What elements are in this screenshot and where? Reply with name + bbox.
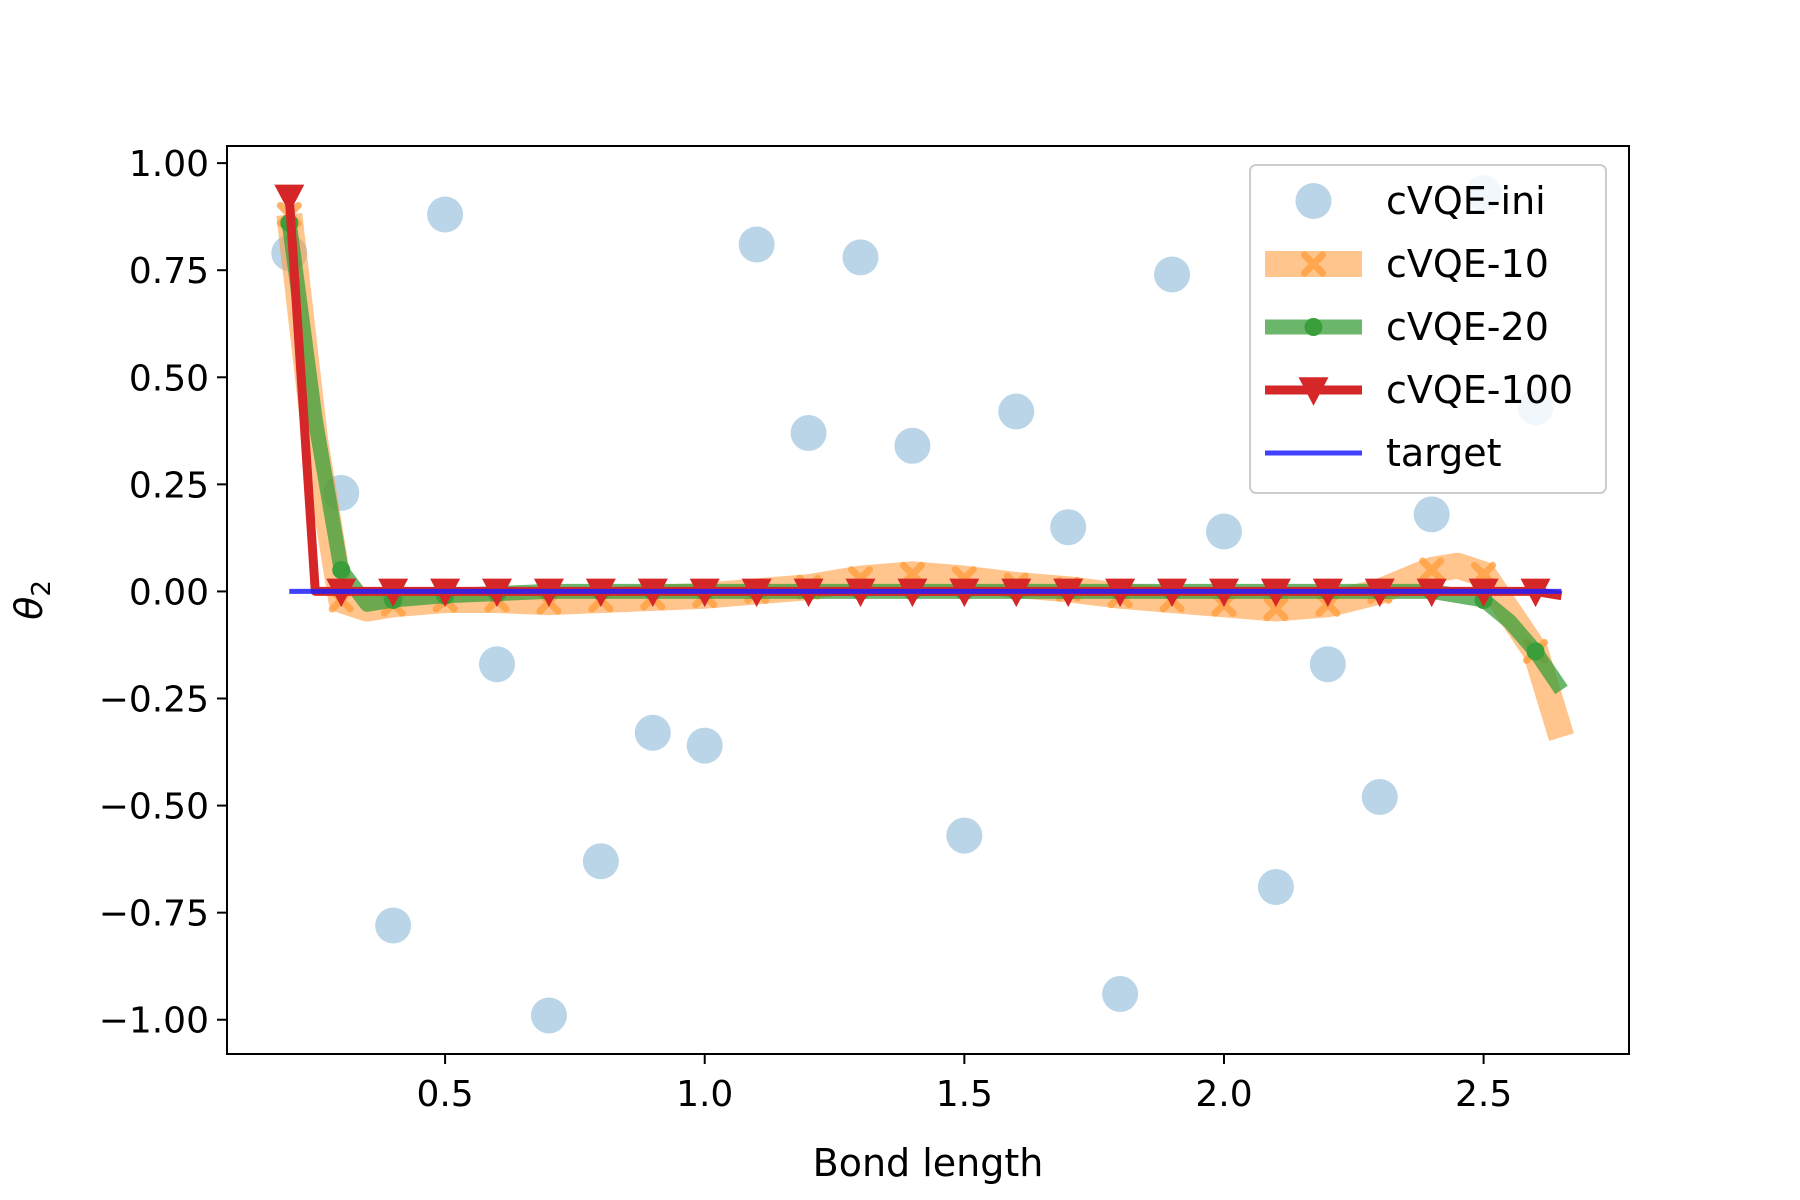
cvqe-ini-point [375, 907, 412, 944]
cvqe-ini-point [946, 817, 983, 854]
cvqe-ini-point [790, 414, 827, 451]
y-tick-label: −0.75 [99, 894, 209, 935]
cvqe-ini-point [842, 239, 879, 276]
cvqe-ini-point [582, 843, 619, 880]
cvqe-ini-point [738, 226, 775, 263]
cvqe-ini-point [1205, 513, 1242, 550]
x-tick-label: 1.0 [676, 1074, 733, 1115]
x-tick-label: 1.5 [936, 1074, 993, 1115]
cvqe-ini-point [634, 714, 671, 751]
y-tick-label: 0.75 [129, 251, 209, 292]
cvqe-ini-point [427, 196, 464, 233]
y-tick-label: 0.25 [129, 465, 209, 506]
cvqe-ini-point [1154, 256, 1191, 293]
cvqe-100-marker [274, 184, 305, 214]
y-tick-label: −0.50 [99, 787, 209, 828]
cvqe-ini-point [530, 997, 567, 1034]
legend-label-cvqe-ini: cVQE-ini [1386, 179, 1546, 223]
legend-label-cvqe-20: cVQE-20 [1386, 305, 1549, 349]
cvqe-10-marker [1263, 596, 1289, 622]
y-tick-label: 0.00 [129, 572, 209, 613]
legend: cVQE-ini cVQE-10 cVQE-20 cVQE-100 target [1249, 164, 1607, 494]
x-tick-label: 2.5 [1455, 1074, 1512, 1115]
axes-layer: 0.5 1.0 1.5 2.0 2.5 1.00 0.75 0.50 0.25 0.00 −0.25… [99, 144, 1513, 1115]
legend-label-cvqe-100: cVQE-100 [1386, 368, 1573, 412]
cvqe-ini-point [1102, 976, 1139, 1013]
legend-item-cvqe-10: cVQE-10 [1265, 242, 1549, 286]
x-tick-label: 2.0 [1195, 1074, 1252, 1115]
legend-label-target: target [1386, 431, 1502, 475]
y-axis-label-subscript: 2 [27, 580, 57, 597]
y-axis-label: θ2 [7, 580, 57, 620]
cvqe-ini-point [1309, 646, 1346, 683]
legend-label-cvqe-10: cVQE-10 [1386, 242, 1549, 286]
legend-item-target: target [1265, 431, 1502, 475]
legend-marker-cvqe-100 [1298, 377, 1329, 406]
legend-item-cvqe-ini: cVQE-ini [1295, 179, 1546, 223]
x-tick-label: 0.5 [416, 1074, 473, 1115]
plot-frame [226, 145, 1630, 1055]
cvqe-ini-point [998, 393, 1035, 430]
x-axis-label: Bond length [813, 1141, 1044, 1185]
legend-item-cvqe-100: cVQE-100 [1265, 368, 1573, 412]
cvqe-20-marker [332, 561, 351, 580]
cvqe-10-marker [1419, 557, 1445, 583]
y-tick-label: −1.00 [99, 1001, 209, 1042]
y-tick-label: 1.00 [129, 144, 209, 185]
cvqe-ini-point [894, 427, 931, 464]
legend-item-cvqe-20: cVQE-20 [1265, 305, 1549, 349]
y-axis-label-theta: θ [7, 597, 51, 620]
legend-swatch-cvqe-ini [1295, 183, 1332, 219]
cvqe-ini-point [1050, 509, 1087, 546]
legend-marker-cvqe-10 [1301, 251, 1326, 277]
y-tick-label: −0.25 [99, 680, 209, 721]
y-tick-label: 0.50 [129, 358, 209, 399]
cvqe-20-marker [1526, 642, 1545, 661]
cvqe-ini-point [686, 727, 723, 764]
cvqe-ini-point [1257, 868, 1294, 905]
cvqe-ini-point [1361, 779, 1398, 816]
legend-marker-cvqe-20 [1304, 318, 1323, 336]
cvqe-ini-point [1413, 496, 1450, 533]
legend-frame [1249, 164, 1607, 494]
cvqe-ini-point [479, 646, 516, 683]
